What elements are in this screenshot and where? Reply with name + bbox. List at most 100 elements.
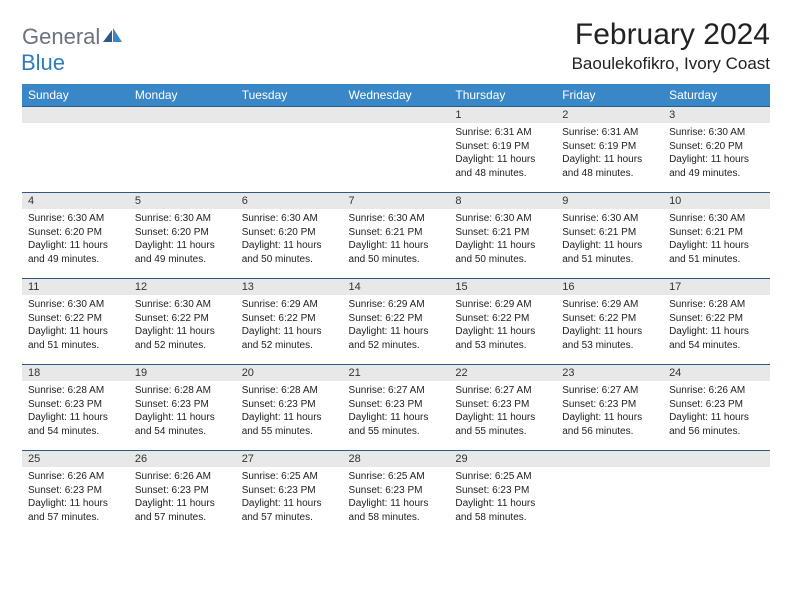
day-details [556, 467, 663, 488]
day-details: Sunrise: 6:27 AMSunset: 6:23 PMDaylight:… [343, 381, 450, 442]
calendar-week-row: 11Sunrise: 6:30 AMSunset: 6:22 PMDayligh… [22, 278, 770, 364]
sunrise-text: Sunrise: 6:26 AM [28, 470, 123, 484]
sunset-text: Sunset: 6:23 PM [242, 398, 337, 412]
sunrise-text: Sunrise: 6:29 AM [349, 298, 444, 312]
weekday-header: Saturday [663, 84, 770, 106]
day-number [236, 106, 343, 123]
day-number: 22 [449, 364, 556, 381]
calendar-day-cell: 9Sunrise: 6:30 AMSunset: 6:21 PMDaylight… [556, 192, 663, 278]
daylight-text: Daylight: 11 hours and 55 minutes. [349, 411, 444, 438]
sunset-text: Sunset: 6:20 PM [135, 226, 230, 240]
sunset-text: Sunset: 6:22 PM [349, 312, 444, 326]
calendar-day-cell: 17Sunrise: 6:28 AMSunset: 6:22 PMDayligh… [663, 278, 770, 364]
sunrise-text: Sunrise: 6:30 AM [28, 212, 123, 226]
day-details: Sunrise: 6:30 AMSunset: 6:20 PMDaylight:… [236, 209, 343, 270]
sunrise-text: Sunrise: 6:25 AM [455, 470, 550, 484]
calendar-day-cell [236, 106, 343, 192]
day-details [22, 123, 129, 144]
calendar-week-row: 18Sunrise: 6:28 AMSunset: 6:23 PMDayligh… [22, 364, 770, 450]
sunrise-text: Sunrise: 6:27 AM [455, 384, 550, 398]
sunrise-text: Sunrise: 6:26 AM [669, 384, 764, 398]
day-number: 21 [343, 364, 450, 381]
calendar-day-cell: 16Sunrise: 6:29 AMSunset: 6:22 PMDayligh… [556, 278, 663, 364]
calendar-table: Sunday Monday Tuesday Wednesday Thursday… [22, 84, 770, 536]
day-details: Sunrise: 6:28 AMSunset: 6:23 PMDaylight:… [22, 381, 129, 442]
sunset-text: Sunset: 6:19 PM [455, 140, 550, 154]
calendar-week-row: 4Sunrise: 6:30 AMSunset: 6:20 PMDaylight… [22, 192, 770, 278]
weekday-header: Wednesday [343, 84, 450, 106]
day-number [663, 450, 770, 467]
daylight-text: Daylight: 11 hours and 51 minutes. [669, 239, 764, 266]
calendar-day-cell: 18Sunrise: 6:28 AMSunset: 6:23 PMDayligh… [22, 364, 129, 450]
day-number: 1 [449, 106, 556, 123]
daylight-text: Daylight: 11 hours and 58 minutes. [349, 497, 444, 524]
calendar-day-cell: 2Sunrise: 6:31 AMSunset: 6:19 PMDaylight… [556, 106, 663, 192]
logo-text-blue: Blue [21, 50, 65, 75]
calendar-day-cell: 22Sunrise: 6:27 AMSunset: 6:23 PMDayligh… [449, 364, 556, 450]
sunset-text: Sunset: 6:21 PM [562, 226, 657, 240]
calendar-day-cell: 26Sunrise: 6:26 AMSunset: 6:23 PMDayligh… [129, 450, 236, 536]
sunset-text: Sunset: 6:23 PM [28, 398, 123, 412]
sunrise-text: Sunrise: 6:28 AM [242, 384, 337, 398]
weekday-header: Tuesday [236, 84, 343, 106]
calendar-week-row: 25Sunrise: 6:26 AMSunset: 6:23 PMDayligh… [22, 450, 770, 536]
sunrise-text: Sunrise: 6:30 AM [669, 126, 764, 140]
calendar-day-cell: 24Sunrise: 6:26 AMSunset: 6:23 PMDayligh… [663, 364, 770, 450]
day-details: Sunrise: 6:30 AMSunset: 6:22 PMDaylight:… [22, 295, 129, 356]
day-number: 26 [129, 450, 236, 467]
sunset-text: Sunset: 6:22 PM [669, 312, 764, 326]
daylight-text: Daylight: 11 hours and 52 minutes. [135, 325, 230, 352]
calendar-day-cell: 15Sunrise: 6:29 AMSunset: 6:22 PMDayligh… [449, 278, 556, 364]
weekday-header-row: Sunday Monday Tuesday Wednesday Thursday… [22, 84, 770, 106]
daylight-text: Daylight: 11 hours and 53 minutes. [562, 325, 657, 352]
daylight-text: Daylight: 11 hours and 53 minutes. [455, 325, 550, 352]
sunset-text: Sunset: 6:19 PM [562, 140, 657, 154]
sunset-text: Sunset: 6:22 PM [242, 312, 337, 326]
day-number: 23 [556, 364, 663, 381]
calendar-day-cell [663, 450, 770, 536]
title-block: February 2024 Baoulekofikro, Ivory Coast [572, 18, 770, 74]
day-details: Sunrise: 6:26 AMSunset: 6:23 PMDaylight:… [22, 467, 129, 528]
day-number: 11 [22, 278, 129, 295]
calendar-day-cell [22, 106, 129, 192]
day-number: 9 [556, 192, 663, 209]
sunrise-text: Sunrise: 6:26 AM [135, 470, 230, 484]
calendar-day-cell: 23Sunrise: 6:27 AMSunset: 6:23 PMDayligh… [556, 364, 663, 450]
daylight-text: Daylight: 11 hours and 56 minutes. [562, 411, 657, 438]
calendar-day-cell: 8Sunrise: 6:30 AMSunset: 6:21 PMDaylight… [449, 192, 556, 278]
calendar-day-cell: 14Sunrise: 6:29 AMSunset: 6:22 PMDayligh… [343, 278, 450, 364]
day-details [343, 123, 450, 144]
sunrise-text: Sunrise: 6:28 AM [28, 384, 123, 398]
sunset-text: Sunset: 6:23 PM [135, 398, 230, 412]
day-number: 12 [129, 278, 236, 295]
calendar-day-cell: 19Sunrise: 6:28 AMSunset: 6:23 PMDayligh… [129, 364, 236, 450]
daylight-text: Daylight: 11 hours and 54 minutes. [135, 411, 230, 438]
sunset-text: Sunset: 6:23 PM [349, 484, 444, 498]
calendar-day-cell: 10Sunrise: 6:30 AMSunset: 6:21 PMDayligh… [663, 192, 770, 278]
day-details [236, 123, 343, 144]
daylight-text: Daylight: 11 hours and 49 minutes. [669, 153, 764, 180]
sunrise-text: Sunrise: 6:30 AM [135, 212, 230, 226]
sunset-text: Sunset: 6:23 PM [455, 398, 550, 412]
calendar-day-cell: 7Sunrise: 6:30 AMSunset: 6:21 PMDaylight… [343, 192, 450, 278]
calendar-day-cell: 28Sunrise: 6:25 AMSunset: 6:23 PMDayligh… [343, 450, 450, 536]
weekday-header: Sunday [22, 84, 129, 106]
logo-sail-icon [103, 31, 123, 48]
day-number [22, 106, 129, 123]
day-number: 20 [236, 364, 343, 381]
sunrise-text: Sunrise: 6:25 AM [349, 470, 444, 484]
day-details: Sunrise: 6:30 AMSunset: 6:20 PMDaylight:… [129, 209, 236, 270]
day-number: 13 [236, 278, 343, 295]
day-number [129, 106, 236, 123]
day-number: 7 [343, 192, 450, 209]
calendar-day-cell: 6Sunrise: 6:30 AMSunset: 6:20 PMDaylight… [236, 192, 343, 278]
day-number: 3 [663, 106, 770, 123]
sunset-text: Sunset: 6:22 PM [28, 312, 123, 326]
sunrise-text: Sunrise: 6:31 AM [455, 126, 550, 140]
sunset-text: Sunset: 6:22 PM [562, 312, 657, 326]
weekday-header: Friday [556, 84, 663, 106]
sunrise-text: Sunrise: 6:30 AM [349, 212, 444, 226]
daylight-text: Daylight: 11 hours and 50 minutes. [349, 239, 444, 266]
day-details: Sunrise: 6:28 AMSunset: 6:22 PMDaylight:… [663, 295, 770, 356]
calendar-week-row: 1Sunrise: 6:31 AMSunset: 6:19 PMDaylight… [22, 106, 770, 192]
